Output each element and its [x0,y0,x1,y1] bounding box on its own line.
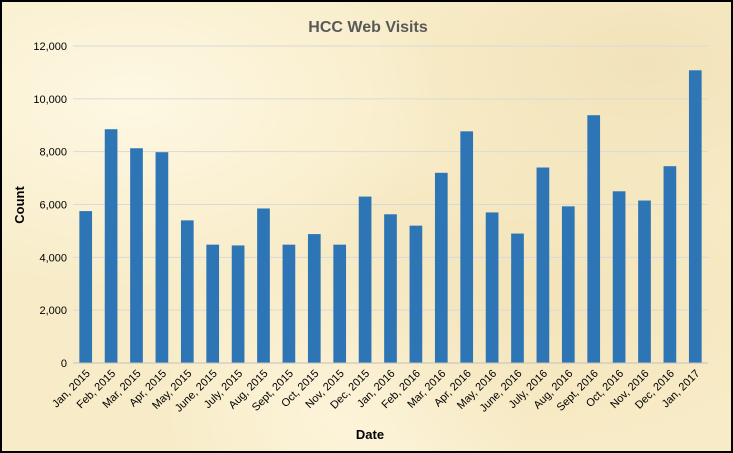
bar [587,115,601,363]
y-tick-label: 2,000 [39,305,67,317]
chart-title: HCC Web Visits [308,19,428,36]
bar [333,244,347,363]
bar [536,167,550,363]
bar [460,131,474,363]
y-tick-label: 6,000 [39,200,67,212]
x-axis-title: Date [356,427,384,442]
bar [561,206,575,363]
bar [409,225,423,363]
bar-series [79,70,702,363]
y-tick-label: 0 [61,358,67,370]
bar [180,220,194,363]
bar [231,245,245,363]
y-axis-ticks: 0 2,000 4,000 6,000 8,000 10,000 12,000 [33,41,67,370]
bar [612,191,626,363]
bar [130,148,143,363]
bar [206,244,220,363]
y-tick-label: 4,000 [39,252,67,264]
bar [688,70,702,363]
y-tick-label: 8,000 [39,147,67,159]
y-tick-label: 12,000 [33,41,67,53]
bar [257,208,270,363]
bar [155,152,169,363]
bar [282,244,296,363]
bar [485,212,499,363]
bar [511,233,524,363]
bar [79,211,93,363]
bar [358,196,372,363]
gridlines [73,45,708,311]
bar [638,200,651,363]
y-axis-title: Count [12,186,27,224]
y-tick-label: 10,000 [33,94,67,106]
bar [384,214,397,363]
bar [104,129,118,363]
bar [307,234,321,363]
bar [434,172,448,363]
bar [663,166,677,363]
